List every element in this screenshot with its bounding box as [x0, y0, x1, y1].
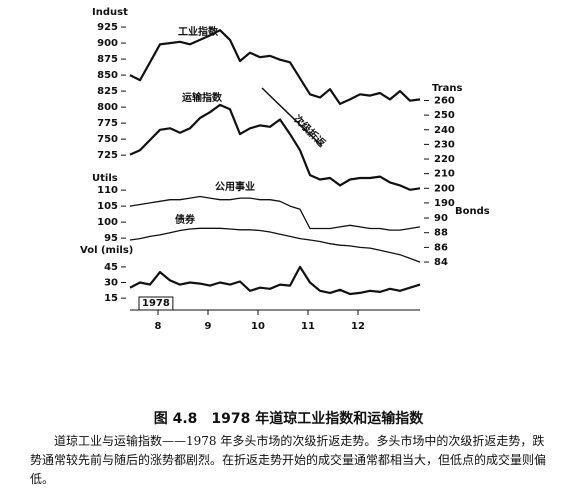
caption-text: 道琼工业与运输指数——1978 年多头市场的次级折返走势。多头市场中的次级折返走… [30, 434, 547, 486]
y-tick-label: 825 [97, 86, 118, 97]
x-tick-label: 8 [155, 321, 162, 332]
x-tick-label: 9 [205, 321, 212, 332]
y-tick-label: 105 [97, 201, 118, 212]
y2-tick-label: 90 [434, 213, 448, 224]
y-tick-label: 15 [104, 293, 118, 304]
y-tick-label: 850 [97, 70, 118, 81]
y2-tick-label: 230 [434, 139, 455, 150]
y2-tick-label: 86 [434, 242, 448, 253]
series-line [129, 265, 421, 296]
series-line [129, 227, 421, 263]
y2-tick-label: 200 [434, 183, 455, 194]
y-tick-label: 800 [97, 102, 118, 113]
y-tick-label: 30 [104, 278, 118, 289]
y-axis-label: Indust [92, 7, 128, 18]
x-tick-label: 12 [351, 321, 365, 332]
annotation: 运输指数 [182, 91, 223, 104]
y-tick-label: 900 [97, 38, 118, 49]
y2-tick-label: 190 [434, 198, 455, 209]
y2-tick-label: 84 [434, 257, 448, 268]
annotation: 公用事业 [215, 180, 255, 193]
y-axis-label: Utils [92, 173, 118, 184]
y2-axis-label: Trans [432, 83, 463, 94]
y-tick-label: 95 [104, 233, 118, 244]
figure-caption: 图 4.8 1978 年道琼工业指数和运输指数 [153, 411, 424, 427]
annotation-box [138, 296, 174, 311]
y2-tick-label: 260 [434, 95, 455, 106]
series-line [129, 29, 421, 105]
y-tick-label: 725 [97, 150, 118, 161]
chart: 725 750 775 800 825 850 875 900 925 190 200 210 220 2… [80, 7, 490, 332]
y-tick-label: 750 [97, 134, 118, 145]
y-axis-label: Vol (mils) [80, 245, 133, 256]
annotation-line [261, 87, 323, 147]
annotation: 工业指数 [178, 25, 219, 38]
y-tick-label: 775 [97, 118, 118, 129]
y2-tick-label: 210 [434, 169, 455, 180]
y-tick-label: 875 [97, 54, 118, 65]
annotation: 1978 [142, 298, 170, 309]
y2-axis-label: Bonds [455, 206, 490, 217]
y-tick-label: 45 [104, 262, 118, 273]
x-tick-label: 11 [301, 321, 315, 332]
y2-tick-label: 250 [434, 110, 455, 121]
series-line [129, 195, 421, 231]
x-tick-label: 10 [251, 321, 265, 332]
y-tick-label: 110 [97, 185, 118, 196]
y-tick-label: 100 [97, 217, 118, 228]
y2-tick-label: 220 [434, 154, 455, 165]
series-line [129, 103, 421, 191]
y2-tick-label: 88 [434, 228, 448, 239]
annotation: 债券 [175, 213, 196, 226]
y-tick-label: 925 [97, 22, 118, 33]
y2-tick-label: 240 [434, 125, 455, 136]
